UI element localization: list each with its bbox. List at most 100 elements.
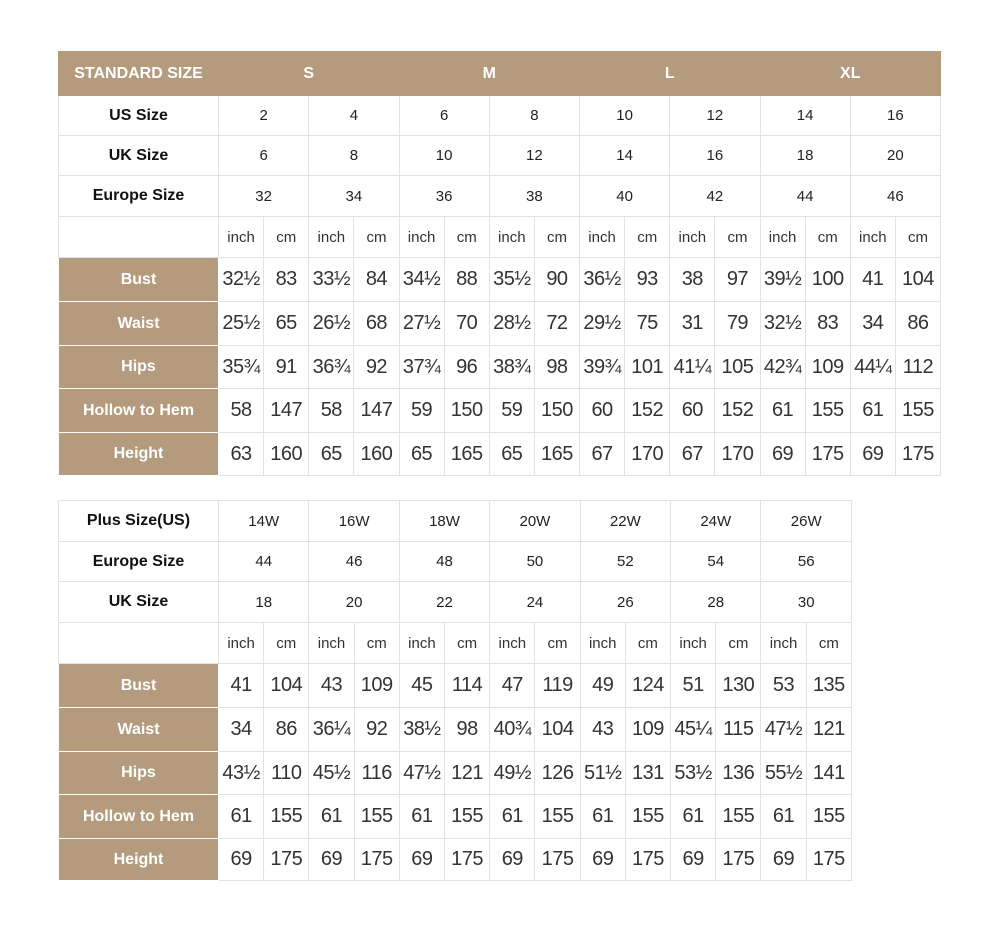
measurement-value: 69	[849, 432, 896, 476]
measurement-value: 175	[804, 432, 851, 476]
measurement-value: 45½	[308, 751, 355, 795]
size-value: 16	[849, 95, 942, 136]
size-value: 24W	[670, 500, 762, 542]
size-group-s: S	[218, 51, 400, 96]
measurement-value: 175	[715, 838, 762, 881]
unit-row-blank	[58, 622, 219, 664]
measurement-value: 75	[624, 301, 671, 346]
measurement-value: 60	[578, 388, 626, 433]
measurement-value: 65	[263, 301, 310, 346]
measurement-value: 69	[308, 838, 355, 881]
measurement-row: Hollow to Hem 61 155 61 155 61 155 61 155 61 155 61…	[58, 794, 853, 839]
measurement-label: Hips	[58, 751, 219, 795]
measurement-value: 165	[533, 432, 581, 476]
unit-cm: cm	[443, 216, 490, 258]
measurement-value: 53	[760, 663, 807, 708]
measurement-value: 86	[894, 301, 942, 346]
measurement-value: 70	[443, 301, 490, 346]
measurement-value: 35¾	[217, 345, 265, 389]
size-value: 46	[308, 541, 400, 582]
measurement-row: Bust 41 104 43 109 45 114 47 119 49 124 51 130 53 135	[58, 663, 853, 708]
measurement-value: 136	[715, 751, 762, 795]
measurement-value: 91	[263, 345, 310, 389]
measurement-value: 93	[624, 257, 671, 302]
measurement-value: 141	[805, 751, 853, 795]
measurement-value: 39½	[759, 257, 806, 302]
measurement-value: 28½	[488, 301, 535, 346]
measurement-value: 150	[443, 388, 490, 433]
measurement-row: Waist 25½ 65 26½ 68 27½ 70 28½ 72 29½ 75 31 79 32½ 83 3…	[58, 301, 942, 346]
measurement-value: 155	[894, 388, 942, 433]
measurement-value: 155	[804, 388, 851, 433]
measurement-value: 32½	[759, 301, 806, 346]
size-value: 24	[489, 581, 581, 623]
measurement-value: 96	[443, 345, 490, 389]
measurement-value: 47	[489, 663, 536, 708]
measurement-label: Hollow to Hem	[58, 794, 219, 839]
measurement-value: 175	[805, 838, 853, 881]
measurement-value: 69	[670, 838, 717, 881]
measurement-value: 150	[533, 388, 581, 433]
size-row: Europe Size 32 34 36 38 40 42 44 46	[58, 175, 942, 217]
measurement-value: 49	[579, 663, 626, 708]
measurement-value: 110	[263, 751, 310, 795]
size-row-label: Europe Size	[58, 175, 219, 217]
measurement-row: Height 63 160 65 160 65 165 65 165 67 170 67 170 69 17…	[58, 432, 942, 476]
unit-row: inch cm inch cm inch cm inch cm inch cm inch cm inch…	[58, 622, 853, 664]
unit-cm: cm	[624, 216, 671, 258]
measurement-value: 124	[624, 663, 672, 708]
measurement-value: 147	[353, 388, 400, 433]
unit-inch: inch	[669, 216, 716, 258]
measurement-value: 100	[804, 257, 851, 302]
size-row-label: Europe Size	[58, 541, 219, 582]
unit-cm: cm	[533, 216, 581, 258]
measurement-value: 31	[669, 301, 716, 346]
measurement-value: 97	[714, 257, 761, 302]
measurement-value: 43½	[217, 751, 265, 795]
size-row-label: UK Size	[58, 581, 219, 623]
size-value: 14	[578, 135, 671, 176]
unit-inch: inch	[398, 216, 445, 258]
size-row: US Size 2 4 6 8 10 12 14 16	[58, 95, 942, 136]
size-group-m: M	[398, 51, 580, 96]
size-value: 48	[398, 541, 491, 582]
measurement-value: 92	[353, 707, 400, 752]
measurement-value: 98	[533, 345, 581, 389]
size-value: 18	[759, 135, 851, 176]
measurement-label: Bust	[58, 257, 219, 302]
measurement-value: 68	[353, 301, 400, 346]
measurement-value: 104	[894, 257, 942, 302]
unit-cm: cm	[534, 622, 581, 664]
measurement-value: 38½	[398, 707, 446, 752]
measurement-value: 53½	[670, 751, 717, 795]
measurement-value: 101	[624, 345, 671, 389]
size-value: 2	[217, 95, 310, 136]
measurement-value: 155	[624, 794, 672, 839]
unit-inch: inch	[578, 216, 626, 258]
size-value: 34	[308, 175, 400, 217]
measurement-value: 115	[715, 707, 762, 752]
measurement-value: 34	[217, 707, 265, 752]
size-value: 4	[308, 95, 400, 136]
size-value: 14W	[217, 500, 310, 542]
size-value: 6	[217, 135, 310, 176]
measurement-value: 83	[263, 257, 310, 302]
size-value: 30	[760, 581, 852, 623]
measurement-value: 61	[308, 794, 355, 839]
measurement-row: Waist 34 86 36¼ 92 38½ 98 40¾ 104 43 109 45¼ 115 47½ 1…	[58, 707, 853, 752]
measurement-label: Hollow to Hem	[58, 388, 219, 433]
measurement-value: 165	[443, 432, 490, 476]
size-value: 22	[398, 581, 491, 623]
measurement-value: 49½	[489, 751, 536, 795]
measurement-value: 170	[714, 432, 761, 476]
measurement-value: 175	[894, 432, 942, 476]
measurement-value: 61	[217, 794, 265, 839]
measurement-value: 65	[308, 432, 355, 476]
measurement-value: 175	[624, 838, 672, 881]
unit-inch: inch	[760, 622, 807, 664]
measurement-value: 175	[353, 838, 400, 881]
size-value: 28	[670, 581, 762, 623]
size-value: 38	[488, 175, 581, 217]
size-value: 12	[669, 95, 761, 136]
measurement-value: 40¾	[489, 707, 536, 752]
